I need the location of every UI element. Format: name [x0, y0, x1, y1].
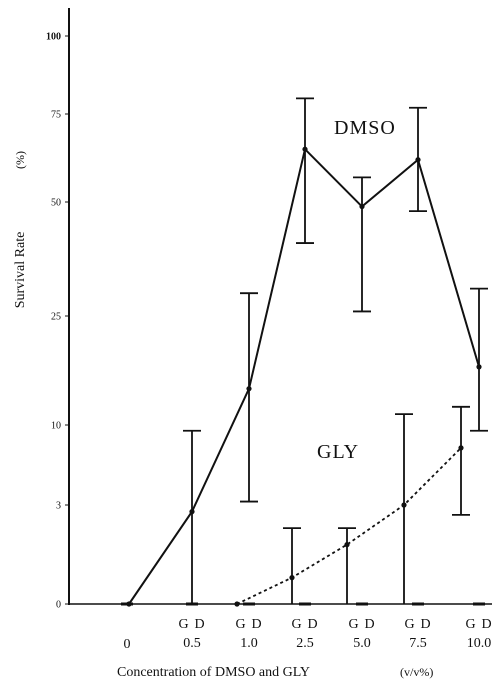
y-tick-label: 10	[51, 421, 61, 432]
x-group-label-g: G	[178, 617, 189, 632]
y-tick-label: 25	[51, 312, 61, 323]
data-point-dmso	[126, 601, 132, 607]
x-tick-label: 10.0	[467, 636, 492, 651]
x-group-label-g: G	[465, 617, 476, 632]
x-group-label-d: D	[251, 617, 262, 632]
data-point-gly	[458, 445, 464, 451]
data-point-gly	[401, 502, 407, 508]
data-point-dmso	[302, 146, 308, 152]
x-group-label-g: G	[291, 617, 302, 632]
x-ticks: G D G D G D G D G D G D0 0.5 1.0 2.5 5.0 7.5 10.0	[121, 602, 492, 652]
series-layer	[126, 97, 488, 607]
data-point-dmso	[359, 203, 365, 210]
y-tick-label: 0	[56, 600, 61, 611]
x-group-label-g: G	[235, 617, 246, 632]
data-point-gly	[289, 575, 295, 581]
x-tick-label: 5.0	[353, 636, 371, 651]
data-point-dmso	[476, 364, 482, 370]
x-tick-label: 2.5	[296, 636, 314, 651]
data-point-dmso	[246, 386, 252, 392]
x-tick-label: 0.5	[183, 636, 201, 651]
series-label-dmso: DMSO	[334, 117, 396, 139]
x-tick-label: 1.0	[240, 636, 258, 651]
x-group-label-d: D	[194, 617, 205, 632]
labels: Concentration of DMSO and GLY (v/v%) Survi…	[13, 117, 433, 680]
y-tick-label: 3	[56, 501, 61, 512]
y-axis-unit: (%)	[13, 151, 27, 169]
data-point-gly	[344, 542, 350, 548]
data-point-gly	[234, 601, 240, 607]
x-tick-label: 7.5	[409, 636, 427, 651]
series-label-gly: GLY	[317, 441, 359, 463]
x-axis-unit: (v/v%)	[400, 665, 433, 679]
y-axis-title: Survival Rate	[13, 232, 28, 309]
series-line-gly	[236, 447, 462, 605]
y-ticks: 0 3 10 25 50 75 100	[46, 32, 69, 611]
x-tick-label: 0	[124, 637, 131, 652]
y-tick-label: 50	[51, 198, 61, 209]
data-point-dmso	[189, 509, 195, 515]
y-tick-label: 100	[46, 32, 61, 43]
data-point-dmso	[415, 157, 421, 163]
x-group-label-d: D	[307, 617, 318, 632]
x-group-label-g: G	[348, 617, 359, 632]
x-group-label-g: G	[404, 617, 415, 632]
series-line-dmso	[128, 147, 480, 605]
x-axis-title: Concentration of DMSO and GLY	[117, 665, 310, 680]
x-group-label-d: D	[481, 617, 492, 632]
axes	[68, 8, 492, 605]
x-group-label-d: D	[420, 617, 431, 632]
x-group-label-d: D	[364, 617, 375, 632]
y-tick-label: 75	[51, 110, 61, 121]
